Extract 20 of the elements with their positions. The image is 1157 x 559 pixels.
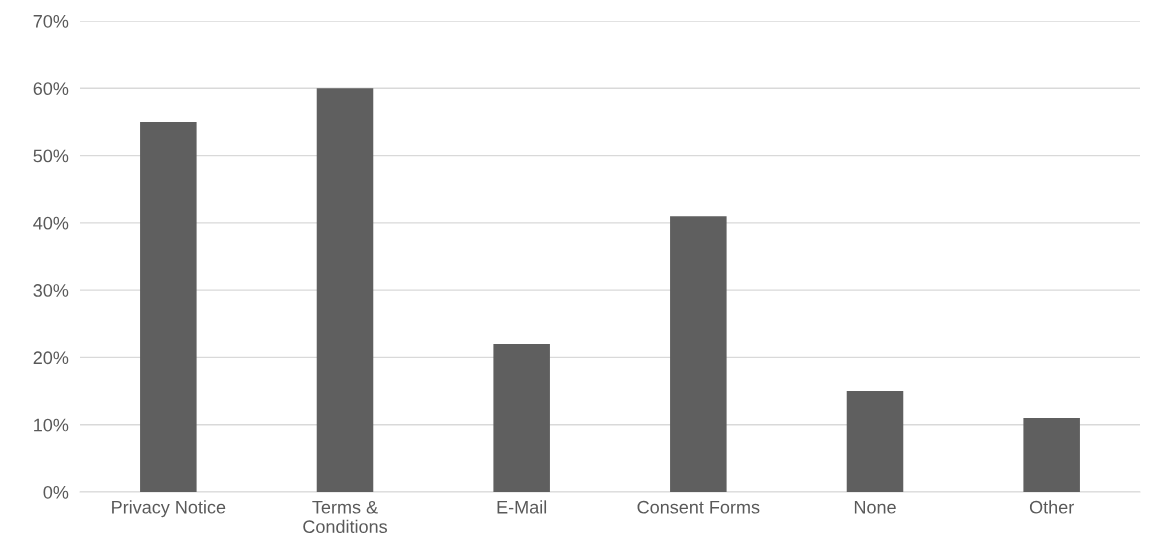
x-tick-label: Consent Forms: [637, 500, 760, 514]
bar: [846, 391, 904, 492]
y-tick-label: 10%: [34, 418, 69, 432]
y-tick-label: 60%: [33, 82, 69, 96]
y-tick-label: 20%: [33, 351, 69, 365]
y-tick-label: 50%: [33, 149, 69, 163]
y-tick-label: 30%: [33, 284, 69, 297]
y-tick-label: 40%: [33, 216, 69, 230]
bar: [1023, 417, 1080, 492]
x-tick-label: None: [854, 501, 896, 514]
x-tick-label: Terms & Conditions: [303, 500, 388, 534]
y-tick-label: 0%: [43, 485, 69, 499]
bar: [493, 343, 550, 492]
bar: [316, 88, 374, 492]
bar: [670, 216, 727, 492]
x-tick-label: E-Mail: [497, 500, 547, 514]
x-tick-label: Other: [1029, 500, 1074, 514]
bar: [140, 121, 197, 492]
y-tick-label: 70%: [33, 14, 69, 28]
x-tick-label: Privacy Notice: [112, 500, 226, 518]
